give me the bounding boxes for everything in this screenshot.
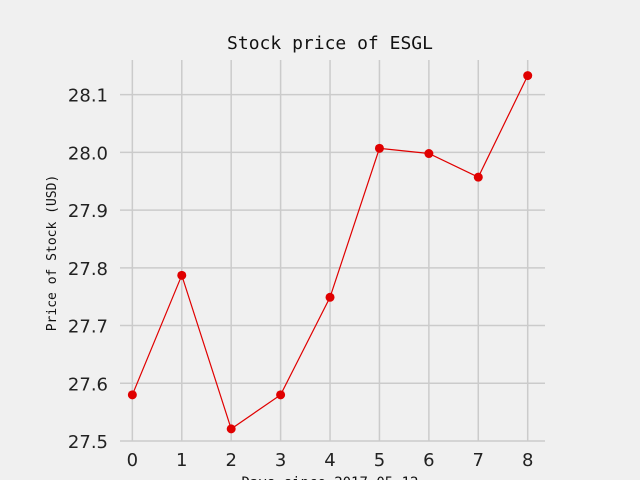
x-tick-label: 7 [473, 450, 484, 471]
y-tick-label: 28.0 [68, 143, 108, 164]
point [523, 71, 533, 81]
x-tick-label: 2 [225, 450, 236, 471]
point [473, 172, 483, 182]
x-tick-label: 4 [324, 450, 335, 471]
point [127, 390, 137, 400]
x-tick-label: 6 [423, 450, 434, 471]
chart-title: Stock price of ESGL [227, 33, 433, 54]
y-tick-label: 27.6 [68, 374, 108, 395]
point [276, 390, 286, 400]
x-tick-label: 0 [127, 450, 138, 471]
y-tick-label: 27.9 [68, 201, 108, 222]
y-tick-label: 27.7 [68, 317, 108, 338]
x-tick-label: 3 [275, 450, 286, 471]
y-tick-label: 27.8 [68, 259, 108, 280]
point [424, 149, 434, 159]
point [226, 424, 236, 434]
x-tick-label: 1 [176, 450, 187, 471]
point [325, 292, 335, 302]
x-tick-label: 5 [374, 450, 385, 471]
y-tick-label: 27.5 [68, 432, 108, 453]
y-tick-label: 28.1 [68, 86, 108, 107]
y-axis-label: Price of Stock (USD) [45, 175, 60, 332]
x-axis-label: Days since 2017-05-12 [241, 475, 418, 480]
x-tick-label: 8 [522, 450, 533, 471]
point [177, 270, 187, 280]
point [374, 143, 384, 153]
